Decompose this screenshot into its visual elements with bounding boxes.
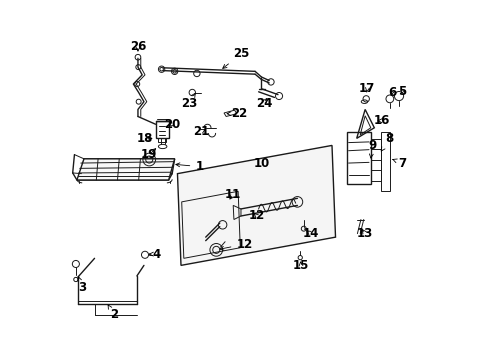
Text: 14: 14 <box>302 227 318 240</box>
Text: 16: 16 <box>372 114 389 127</box>
Text: 6: 6 <box>387 86 395 99</box>
Text: 22: 22 <box>226 107 247 120</box>
Text: 12: 12 <box>248 210 264 222</box>
Text: 10: 10 <box>253 157 269 170</box>
Text: 7: 7 <box>392 157 406 170</box>
Text: 4: 4 <box>149 248 161 261</box>
Circle shape <box>189 89 195 96</box>
Text: 26: 26 <box>129 40 146 53</box>
Text: 11: 11 <box>224 188 241 201</box>
Bar <box>346 132 370 184</box>
Text: 18: 18 <box>137 132 153 145</box>
Text: 15: 15 <box>292 259 308 272</box>
Text: 2: 2 <box>108 305 118 321</box>
Text: 1: 1 <box>176 160 203 173</box>
Text: 19: 19 <box>141 148 157 161</box>
Text: 20: 20 <box>163 118 180 131</box>
Text: 12: 12 <box>220 238 252 251</box>
Text: 5: 5 <box>398 85 406 98</box>
Text: 9: 9 <box>367 139 376 158</box>
Polygon shape <box>177 145 335 265</box>
Polygon shape <box>77 159 174 180</box>
Text: 8: 8 <box>381 132 393 151</box>
Text: 25: 25 <box>222 47 249 68</box>
Text: 17: 17 <box>358 82 375 95</box>
Text: 24: 24 <box>255 96 271 109</box>
Circle shape <box>193 70 200 77</box>
Text: 23: 23 <box>180 93 197 109</box>
Circle shape <box>171 68 178 75</box>
Bar <box>370 139 380 181</box>
Text: 13: 13 <box>356 227 372 240</box>
Circle shape <box>267 79 274 85</box>
Circle shape <box>158 66 164 72</box>
Bar <box>158 138 166 142</box>
Text: 21: 21 <box>193 125 209 138</box>
Text: 3: 3 <box>78 277 86 294</box>
Bar <box>155 121 169 138</box>
Bar <box>380 132 389 191</box>
